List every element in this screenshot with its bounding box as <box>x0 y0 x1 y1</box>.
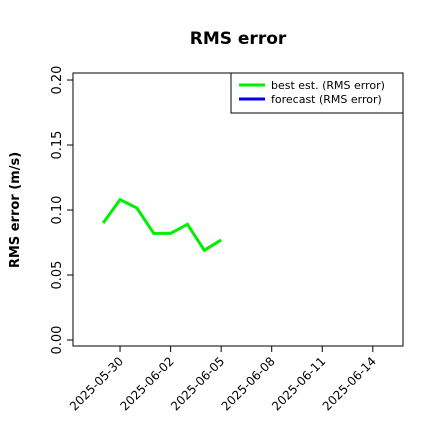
y-tick-label: 0.00 <box>50 326 65 355</box>
legend-label: best est. (RMS error) <box>271 79 385 92</box>
y-tick-label: 0.05 <box>50 261 65 290</box>
x-tick-label: 2025-06-14 <box>320 354 379 413</box>
plot-frame <box>72 72 404 347</box>
legend-label: forecast (RMS error) <box>271 93 382 106</box>
chart-title: RMS error <box>190 29 287 49</box>
legend-box <box>230 72 404 114</box>
y-tick-label: 0.20 <box>50 66 65 95</box>
series-line <box>101 197 222 253</box>
y-axis-label: RMS error (m/s) <box>8 152 23 268</box>
y-tick-label: 0.10 <box>50 196 65 225</box>
y-tick-label: 0.15 <box>50 131 65 160</box>
